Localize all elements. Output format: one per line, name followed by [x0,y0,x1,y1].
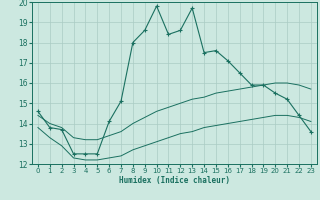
X-axis label: Humidex (Indice chaleur): Humidex (Indice chaleur) [119,176,230,185]
